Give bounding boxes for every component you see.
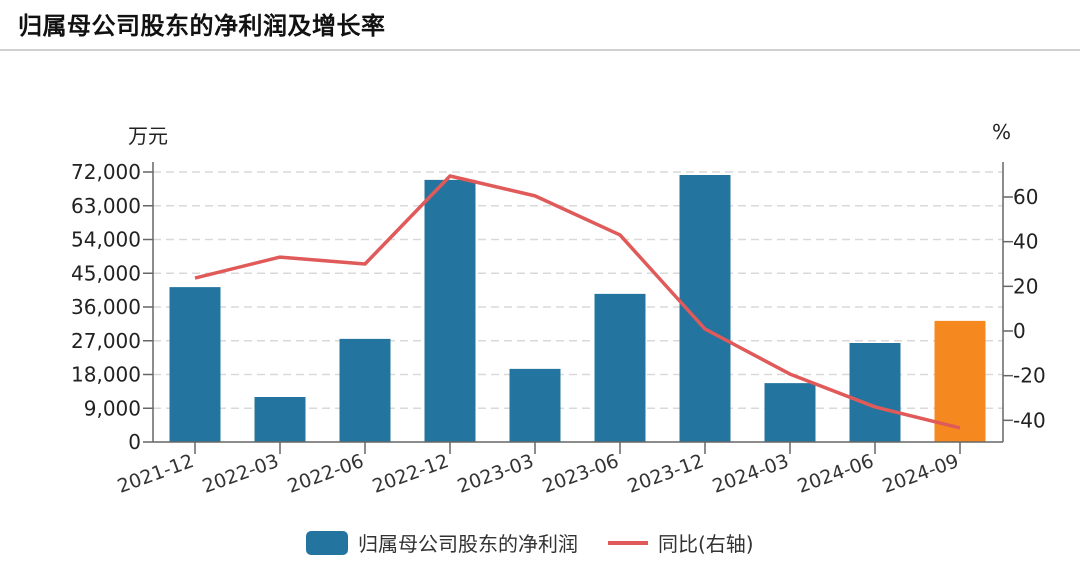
legend-bar-swatch[interactable]: [306, 530, 348, 555]
right-tick-label: 60: [1013, 185, 1038, 209]
left-tick-label: 9,000: [84, 396, 141, 420]
left-tick-label: 18,000: [71, 363, 141, 387]
x-tick-label: 2023-03: [455, 450, 537, 498]
bar-2024-03[interactable]: [764, 383, 816, 442]
right-tick-label: 40: [1013, 230, 1038, 254]
left-tick-label: 27,000: [71, 329, 141, 353]
legend-bar-label[interactable]: 归属母公司股东的净利润: [358, 532, 578, 556]
left-tick-label: 0: [128, 430, 141, 454]
x-tick-label: 2023-06: [540, 450, 622, 498]
bar-2021-12[interactable]: [169, 287, 221, 442]
left-tick-label: 63,000: [71, 194, 141, 218]
x-tick-label: 2021-12: [115, 450, 197, 498]
legend-line-label[interactable]: 同比(右轴): [658, 532, 754, 556]
bar-2022-03[interactable]: [254, 397, 306, 442]
left-tick-label: 72,000: [71, 160, 141, 184]
bar-2022-06[interactable]: [339, 338, 391, 442]
legend: 归属母公司股东的净利润 同比(右轴): [306, 528, 754, 557]
right-axis-unit: %: [992, 120, 1012, 144]
left-tick-label: 36,000: [71, 295, 141, 319]
x-tick-label: 2022-03: [200, 450, 282, 498]
x-tick-label: 2024-06: [795, 450, 877, 498]
bar-2022-12[interactable]: [424, 179, 476, 442]
x-tick-label: 2022-12: [370, 450, 452, 498]
yoy-growth-line[interactable]: [194, 174, 961, 430]
left-axis-unit: 万元: [128, 124, 168, 148]
left-tick-label: 54,000: [71, 228, 141, 252]
bar-2024-09[interactable]: [934, 320, 986, 442]
chart-title: 归属母公司股东的净利润及增长率: [18, 12, 386, 40]
left-tick-label: 45,000: [71, 261, 141, 285]
title-divider: [0, 49, 1080, 51]
right-tick-label: 20: [1013, 274, 1038, 298]
x-tick-label: 2022-06: [285, 450, 367, 498]
bar-2023-03[interactable]: [509, 368, 561, 442]
right-tick-label: -20: [1013, 364, 1046, 388]
legend-line-swatch[interactable]: [608, 540, 648, 545]
x-tick-label: 2023-12: [625, 450, 707, 498]
bar-2023-06[interactable]: [594, 293, 646, 442]
x-tick-label: 2024-09: [880, 450, 962, 498]
right-tick-label: 0: [1013, 319, 1026, 343]
bar-2024-06[interactable]: [849, 343, 901, 442]
right-tick-label: -40: [1013, 408, 1046, 432]
x-tick-label: 2024-03: [710, 450, 792, 498]
